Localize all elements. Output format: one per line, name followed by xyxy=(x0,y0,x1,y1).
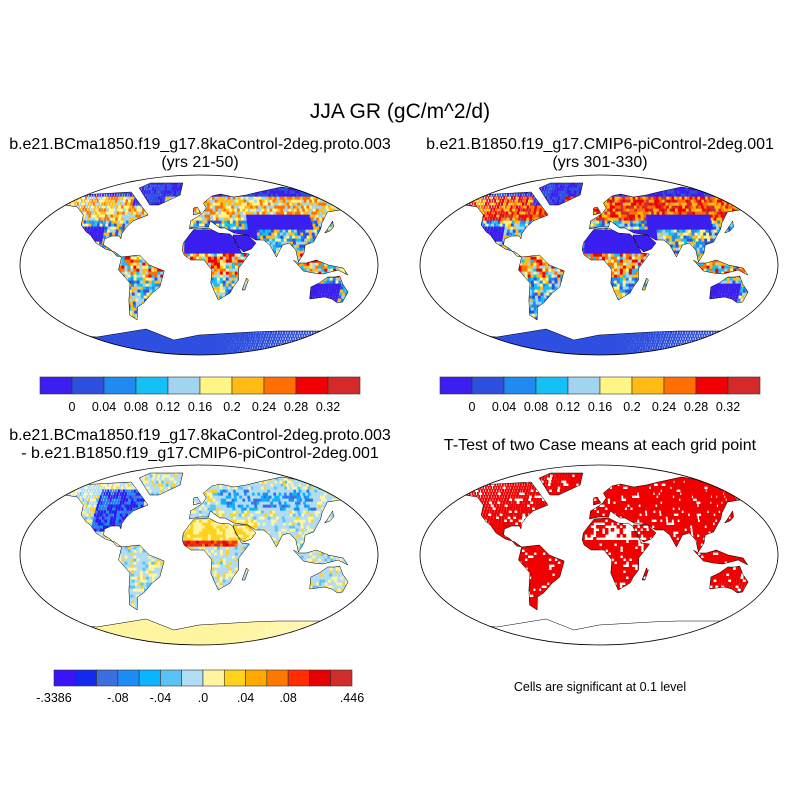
map-border xyxy=(19,464,379,646)
colorbar-box xyxy=(663,376,697,395)
colorbar-label: 0.24 xyxy=(252,400,276,414)
colorbar-label: 0.28 xyxy=(284,400,308,414)
colorbar-label: .446 xyxy=(340,691,364,705)
colorbar-label: 0.08 xyxy=(524,400,548,414)
colorbar-label: -.04 xyxy=(150,691,172,705)
colorbar-label: 0.28 xyxy=(684,400,708,414)
map-panel-1 xyxy=(19,174,379,356)
colorbar-box xyxy=(245,669,268,687)
colorbar-label: 0.16 xyxy=(588,400,612,414)
map-border xyxy=(19,174,379,356)
colorbar-box xyxy=(138,669,161,687)
colorbar-box xyxy=(287,669,310,687)
panel-1-title-line2: (yrs 21-50) xyxy=(0,154,400,172)
grid-cells xyxy=(43,473,357,645)
colorbar-box xyxy=(117,669,140,687)
colorbar-label: -.3386 xyxy=(36,691,71,705)
panel-1-title-line1: b.e21.BCma1850.f19_g17.8kaControl-2deg.p… xyxy=(0,136,400,154)
colorbar-box xyxy=(202,669,225,687)
colorbar-label: 0.16 xyxy=(188,400,212,414)
colorbar-label: 0.32 xyxy=(716,400,740,414)
colorbar-label: 0 xyxy=(69,400,76,414)
colorbar-box xyxy=(199,376,233,395)
colorbar-box xyxy=(231,376,265,395)
colorbar-box xyxy=(160,669,183,687)
figure-title: JJA GR (gC/m^2/d) xyxy=(0,100,800,124)
panel-3-title: b.e21.BCma1850.f19_g17.8kaControl-2deg.p… xyxy=(0,427,400,463)
colorbar-label: 0.2 xyxy=(623,400,640,414)
colorbar-label: 0.12 xyxy=(556,400,580,414)
colorbar-box xyxy=(309,669,332,687)
colorbar-box xyxy=(599,376,633,395)
colorbar xyxy=(39,376,361,395)
colorbar-label: 0.04 xyxy=(92,400,116,414)
map-border xyxy=(419,174,779,356)
colorbar-box xyxy=(223,669,246,687)
colorbar-label: .08 xyxy=(279,691,296,705)
panel-2-title-line1: b.e21.B1850.f19_g17.CMIP6-piControl-2deg… xyxy=(400,136,800,154)
map-panel-3 xyxy=(19,464,379,646)
map-border xyxy=(419,464,779,646)
coastlines xyxy=(442,182,757,355)
panel-2-title-line2: (yrs 301-330) xyxy=(400,154,800,172)
colorbar-label: -.08 xyxy=(107,691,129,705)
colorbar-box xyxy=(74,669,97,687)
colorbar-box xyxy=(567,376,601,395)
coastlines xyxy=(442,472,757,645)
panel-4-title: T-Test of two Case means at each grid po… xyxy=(400,437,800,455)
colorbar-box xyxy=(727,376,761,395)
colorbar-label: 0.32 xyxy=(316,400,340,414)
colorbar-diff xyxy=(53,669,353,687)
map-panel-4 xyxy=(419,464,779,646)
colorbar-box xyxy=(181,669,204,687)
colorbar-box xyxy=(631,376,665,395)
colorbar-box xyxy=(439,376,473,395)
colorbar-box xyxy=(71,376,105,395)
colorbar-box xyxy=(53,669,76,687)
colorbar-box xyxy=(103,376,137,395)
colorbar-box xyxy=(471,376,505,395)
significance-note: Cells are significant at 0.1 level xyxy=(400,680,800,694)
colorbar-label: 0.24 xyxy=(652,400,676,414)
grid-cells xyxy=(443,183,757,355)
colorbar xyxy=(439,376,761,395)
colorbar-box xyxy=(96,669,119,687)
map-panel-2 xyxy=(419,174,779,356)
colorbar-box xyxy=(167,376,201,395)
colorbar-box xyxy=(327,376,361,395)
colorbar-box xyxy=(295,376,329,395)
colorbar-label: 0.08 xyxy=(124,400,148,414)
panel-3-title-line2: - b.e21.B1850.f19_g17.CMIP6-piControl-2d… xyxy=(0,445,400,463)
colorbar-box xyxy=(503,376,537,395)
coastlines xyxy=(42,182,357,355)
panel-4-title-line1: T-Test of two Case means at each grid po… xyxy=(400,437,800,455)
colorbar-box xyxy=(263,376,297,395)
colorbar-label: 0.04 xyxy=(492,400,516,414)
colorbar-box xyxy=(695,376,729,395)
grid-cells xyxy=(443,473,757,616)
colorbar-label: 0 xyxy=(469,400,476,414)
colorbar-box xyxy=(266,669,289,687)
grid-cells xyxy=(43,183,357,355)
colorbar-box xyxy=(135,376,169,395)
colorbar-label: .0 xyxy=(198,691,208,705)
colorbar-label: 0.2 xyxy=(223,400,240,414)
colorbar-box xyxy=(39,376,73,395)
colorbar-label: 0.12 xyxy=(156,400,180,414)
colorbar-box xyxy=(535,376,569,395)
colorbar-box xyxy=(330,669,353,687)
panel-1-title: b.e21.BCma1850.f19_g17.8kaControl-2deg.p… xyxy=(0,136,400,172)
panel-2-title: b.e21.B1850.f19_g17.CMIP6-piControl-2deg… xyxy=(400,136,800,172)
colorbar-label: .04 xyxy=(237,691,254,705)
coastlines xyxy=(42,472,357,645)
panel-3-title-line1: b.e21.BCma1850.f19_g17.8kaControl-2deg.p… xyxy=(0,427,400,445)
